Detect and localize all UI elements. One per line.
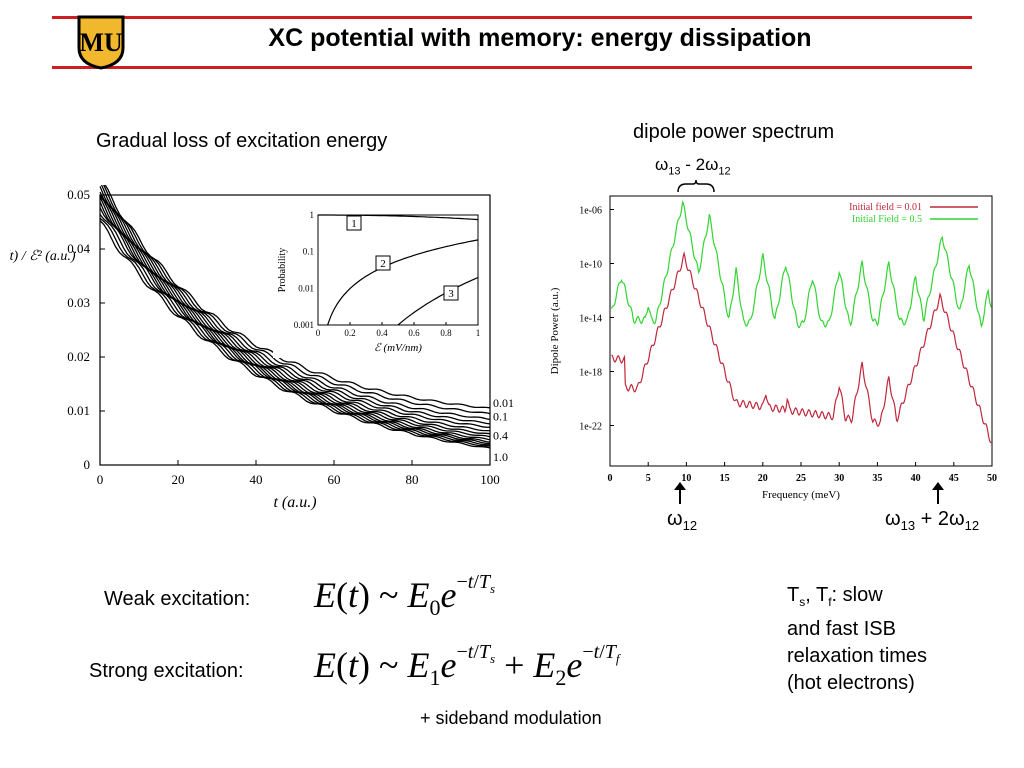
- inset-x-tick-label: 1: [476, 328, 481, 338]
- decay-curve: [99, 195, 491, 438]
- legend-bg: [812, 201, 930, 212]
- legend-bg: [812, 213, 930, 224]
- top-rule: [52, 16, 972, 19]
- y-tick-label: 0.03: [67, 295, 90, 310]
- y-tick-label: 1e-18: [579, 368, 602, 379]
- decay-curve: [99, 196, 491, 441]
- y-axis-label: E(t) / ℰ² (a.u.): [10, 249, 76, 264]
- left-caption: Gradual loss of excitation energy: [96, 130, 388, 152]
- inset-y-label: Probability: [277, 248, 288, 292]
- decay-curve: [100, 185, 491, 421]
- x-tick-label: 50: [987, 473, 997, 484]
- decay-curve: [99, 207, 491, 445]
- inset-curve-3: [397, 276, 479, 326]
- decay-curve: [99, 220, 491, 449]
- x-tick-label: 15: [720, 473, 730, 484]
- curve-end-label: 0.4: [493, 428, 508, 442]
- inset-background: [273, 203, 488, 358]
- y-axis-label: Dipole Power (a.u.): [549, 287, 561, 374]
- y-tick-label: 0.05: [67, 187, 90, 202]
- brace-label: ω13 - 2ω12: [655, 155, 731, 178]
- bottom-rule: [52, 66, 972, 69]
- y-tick-label: 1e-10: [579, 260, 602, 271]
- x-tick-label: 30: [834, 473, 844, 484]
- inset-x-tick-label: 0.4: [376, 328, 388, 338]
- inset-curve-2: [327, 239, 479, 326]
- decay-curve: [102, 185, 491, 415]
- sideband-note: + sideband modulation: [420, 708, 602, 728]
- y-tick-label: 0.02: [67, 349, 90, 364]
- strong-label: Strong excitation:: [89, 660, 244, 682]
- decay-curve: [104, 185, 491, 409]
- x-tick-label: 100: [480, 472, 500, 487]
- x-tick-label: 10: [681, 473, 691, 484]
- arrow-up-icon-w12: [674, 482, 686, 504]
- inset-curve-1: [318, 214, 479, 221]
- inset-x-tick-label: 0.2: [344, 328, 355, 338]
- series-line-initial-field-0.01: [611, 251, 992, 444]
- inset-y-tick-label: 0.01: [298, 283, 314, 293]
- arrow-up-icon-w13: [932, 482, 944, 504]
- x-tick-label: 40: [911, 473, 921, 484]
- legend-label: Initial field = 0.01: [849, 202, 922, 213]
- y-tick-label: 0.01: [67, 403, 90, 418]
- strong-equation: E(t) ~ E1e−t/Ts + E2e−t/Tf: [314, 641, 620, 691]
- inset-x-tick-label: 0.6: [408, 328, 420, 338]
- weak-label: Weak excitation:: [104, 588, 251, 610]
- brace-icon: [677, 180, 715, 193]
- decay-curve: [99, 195, 491, 435]
- plot-frame: [609, 195, 993, 467]
- inset-label: 1: [351, 218, 357, 230]
- inset-label-box: [346, 215, 362, 231]
- inset-label: 2: [380, 258, 386, 270]
- x-tick-label: 40: [250, 472, 263, 487]
- curve-end-label: 0.01: [493, 396, 514, 410]
- y-tick-label: 0.04: [67, 241, 90, 256]
- mu-logo: MU: [77, 15, 125, 70]
- arrow-left-label: ω12: [667, 508, 698, 533]
- logo-text: MU: [79, 28, 123, 57]
- inset-label-box: [375, 255, 391, 271]
- slide-title: XC potential with memory: energy dissipa…: [268, 24, 812, 52]
- curve-end-label: 0.1: [493, 409, 508, 423]
- dipole-spectrum-chart: 0 5 10 15 20 25 30 35 40 45 50 1e-06 1e-10 1e-14 1e-18…: [549, 195, 997, 501]
- decay-curve: [99, 217, 491, 447]
- inset-x-label: ℰ (mV/nm): [374, 342, 422, 354]
- x-tick-label: 0: [608, 473, 613, 484]
- inset-x-tick-label: 0.8: [440, 328, 452, 338]
- x-tick-label: 45: [949, 473, 959, 484]
- x-tick-label: 80: [406, 472, 419, 487]
- arrow-right-label: ω13 + 2ω12: [885, 508, 980, 533]
- y-tick-label: 1e-22: [579, 422, 602, 433]
- x-tick-label: 35: [872, 473, 882, 484]
- y-tick-label: 0: [84, 457, 91, 472]
- x-tick-label: 5: [646, 473, 651, 484]
- legend-label: Initial Field = 0.5: [852, 214, 922, 225]
- x-tick-label: 20: [172, 472, 185, 487]
- inset-label: 3: [448, 288, 454, 300]
- inset-x-tick-label: 0: [316, 328, 321, 338]
- x-tick-label: 25: [796, 473, 806, 484]
- x-tick-label: 0: [97, 472, 104, 487]
- series-line-initial-field-0.5: [610, 200, 992, 329]
- x-axis-label: Frequency (meV): [762, 489, 840, 501]
- weak-equation: E(t) ~ E0e−t/Ts: [314, 571, 496, 621]
- inset-y-tick-label: 1: [310, 210, 315, 220]
- y-tick-label: 1e-14: [579, 314, 602, 325]
- x-tick-label: 20: [758, 473, 768, 484]
- inset-y-tick-label: 0.1: [303, 247, 314, 257]
- y-tick-label: 1e-06: [579, 206, 602, 217]
- curve-end-label: 1.0: [493, 450, 508, 464]
- inset-y-tick-label: 0.001: [294, 320, 314, 330]
- x-tick-label: 60: [328, 472, 341, 487]
- inset-label-box: [443, 285, 459, 301]
- right-caption: dipole power spectrum: [633, 121, 835, 143]
- x-axis-label: t (a.u.): [273, 494, 316, 511]
- plot-frame: [99, 194, 491, 466]
- relaxation-note: Ts, Tf: slow and fast ISB relaxation tim…: [787, 584, 928, 694]
